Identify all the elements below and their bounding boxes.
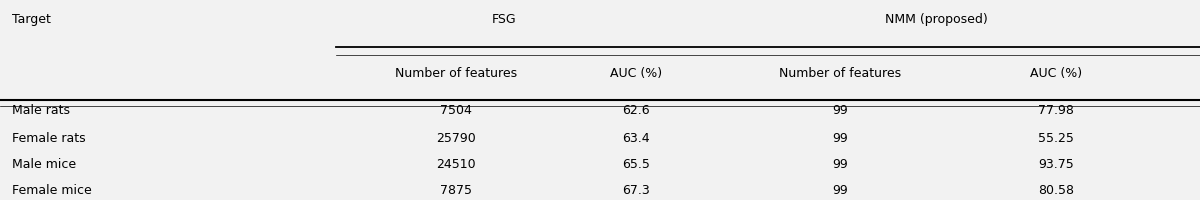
- Text: 80.58: 80.58: [1038, 183, 1074, 196]
- Text: 77.98: 77.98: [1038, 103, 1074, 116]
- Text: NMM (proposed): NMM (proposed): [884, 13, 988, 26]
- Text: 7875: 7875: [440, 183, 472, 196]
- Text: 67.3: 67.3: [622, 183, 650, 196]
- Text: 65.5: 65.5: [622, 157, 650, 170]
- Text: 55.25: 55.25: [1038, 131, 1074, 144]
- Text: Number of features: Number of features: [395, 67, 517, 80]
- Text: FSG: FSG: [492, 13, 516, 26]
- Text: Female mice: Female mice: [12, 183, 91, 196]
- Text: 99: 99: [832, 183, 848, 196]
- Text: 62.6: 62.6: [622, 103, 650, 116]
- Text: AUC (%): AUC (%): [1030, 67, 1082, 80]
- Text: Female rats: Female rats: [12, 131, 85, 144]
- Text: 99: 99: [832, 103, 848, 116]
- Text: Male mice: Male mice: [12, 157, 76, 170]
- Text: 63.4: 63.4: [622, 131, 650, 144]
- Text: Target: Target: [12, 13, 50, 26]
- Text: Male rats: Male rats: [12, 103, 70, 116]
- Text: Number of features: Number of features: [779, 67, 901, 80]
- Text: 7504: 7504: [440, 103, 472, 116]
- Text: 93.75: 93.75: [1038, 157, 1074, 170]
- Text: AUC (%): AUC (%): [610, 67, 662, 80]
- Text: 99: 99: [832, 157, 848, 170]
- Text: 99: 99: [832, 131, 848, 144]
- Text: 25790: 25790: [436, 131, 476, 144]
- Text: 24510: 24510: [436, 157, 476, 170]
